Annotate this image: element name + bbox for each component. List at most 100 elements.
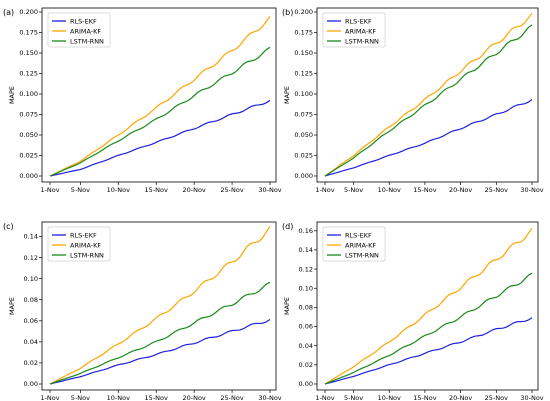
y-tick-label: 0.100 [19, 90, 38, 98]
y-axis-label: MAPE [283, 86, 291, 104]
y-tick-label: 0.075 [294, 111, 313, 119]
y-tick-label: 0.14 [24, 233, 38, 241]
y-tick-label: 0.00 [299, 380, 313, 388]
y-tick-label: 0.050 [294, 131, 313, 139]
x-tick-label: 25-Nov [220, 186, 243, 194]
legend-entry: RLS-EKF [70, 231, 97, 239]
x-tick-label: 5-Nov [344, 186, 363, 194]
x-tick-label: 10-Nov [107, 394, 130, 401]
plot-frame [316, 7, 539, 183]
y-tick-label: 0.04 [299, 342, 313, 350]
x-tick-label: 1-Nov [40, 394, 59, 401]
plot-frame [41, 221, 277, 391]
y-tick-label: 0.150 [294, 49, 313, 57]
y-tick-label: 0.025 [19, 152, 38, 160]
legend-entry: RLS-EKF [70, 17, 97, 25]
x-tick-label: 10-Nov [378, 394, 401, 401]
y-tick-label: 0.175 [294, 29, 313, 37]
y-tick-label: 0.200 [294, 8, 313, 16]
series-line-arima-kf [324, 227, 533, 385]
y-tick-label: 0.12 [299, 265, 313, 273]
y-tick-label: 0.02 [299, 361, 313, 369]
y-tick-label: 0.050 [19, 131, 38, 139]
y-tick-label: 0.08 [299, 304, 313, 312]
x-tick-label: 15-Nov [413, 394, 436, 401]
y-tick-label: 0.175 [19, 29, 38, 37]
y-tick-label: 0.125 [294, 70, 313, 78]
y-tick-label: 0.000 [294, 172, 313, 180]
y-tick-label: 0.08 [24, 296, 38, 304]
x-tick-label: 10-Nov [107, 186, 130, 194]
legend-entry: RLS-EKF [345, 231, 372, 239]
series-line-lstm-rnn [49, 281, 271, 385]
series-line-rls-ekf [324, 317, 533, 385]
x-tick-label: 5-Nov [71, 394, 90, 401]
series-line-lstm-rnn [324, 24, 533, 177]
y-tick-label: 0.16 [299, 227, 313, 235]
y-tick-label: 0.000 [19, 172, 38, 180]
x-tick-label: 25-Nov [485, 394, 508, 401]
x-tick-label: 1-Nov [315, 394, 334, 401]
x-tick-label: 25-Nov [220, 394, 243, 401]
legend-entry: ARIMA-KF [345, 241, 376, 249]
x-tick-label: 30-Nov [520, 394, 543, 401]
legend-entry: LSTM-RNN [70, 251, 104, 259]
x-tick-label: 1-Nov [315, 186, 334, 194]
series-line-rls-ekf [324, 99, 533, 177]
x-tick-label: 25-Nov [485, 186, 508, 194]
plot-frame [316, 221, 539, 391]
legend-entry: LSTM-RNN [345, 37, 379, 45]
y-tick-label: 0.200 [19, 8, 38, 16]
legend-entry: ARIMA-KF [70, 27, 101, 35]
series-line-arima-kf [49, 16, 271, 177]
y-tick-label: 0.100 [294, 90, 313, 98]
y-tick-label: 0.00 [24, 380, 38, 388]
x-tick-label: 15-Nov [145, 394, 168, 401]
y-tick-label: 0.06 [299, 323, 313, 331]
x-tick-label: 20-Nov [449, 394, 472, 401]
series-line-lstm-rnn [324, 272, 533, 385]
plot-frame [41, 7, 277, 183]
chart-panel-3: (c) MAPE 0.00 0.02 0.04 0.06 0.08 0.10 0.12 0.14 1… [3, 221, 282, 401]
x-tick-label: 20-Nov [182, 186, 205, 194]
series-line-arima-kf [49, 225, 271, 385]
x-tick-label: 30-Nov [258, 394, 281, 401]
legend-entry: LSTM-RNN [345, 251, 379, 259]
series-line-rls-ekf [49, 99, 271, 177]
panel-label: (b) [282, 8, 293, 17]
legend-entry: LSTM-RNN [70, 37, 104, 45]
chart-panel-2: (b) MAPE 0.000 0.025 0.050 0.075 0.100 0.125 0.1… [282, 7, 544, 194]
series-line-lstm-rnn [49, 46, 271, 177]
y-tick-label: 0.10 [24, 275, 38, 283]
x-tick-label: 1-Nov [40, 186, 59, 194]
y-axis-label: MAPE [8, 297, 16, 315]
legend-entry: ARIMA-KF [70, 241, 101, 249]
series-line-rls-ekf [49, 319, 271, 385]
x-tick-label: 5-Nov [71, 186, 90, 194]
x-tick-label: 5-Nov [344, 394, 363, 401]
chart-panel-1: (a) MAPE 0.000 0.025 0.050 0.075 0.100 0.125 0.1… [3, 7, 282, 194]
panel-label: (d) [282, 222, 293, 231]
y-tick-label: 0.06 [24, 317, 38, 325]
x-tick-label: 10-Nov [378, 186, 401, 194]
panel-label: (a) [3, 8, 14, 17]
x-tick-label: 30-Nov [520, 186, 543, 194]
x-tick-label: 20-Nov [449, 186, 472, 194]
y-tick-label: 0.02 [24, 359, 38, 367]
y-tick-label: 0.04 [24, 338, 38, 346]
y-axis-label: MAPE [283, 297, 291, 315]
x-tick-label: 15-Nov [413, 186, 436, 194]
y-tick-label: 0.14 [299, 246, 313, 254]
chart-panel-4: (d) MAPE 0.00 0.02 0.04 0.06 0.08 0.10 0.12 0.14 0… [282, 221, 544, 401]
y-tick-label: 0.12 [24, 254, 38, 262]
x-tick-label: 15-Nov [145, 186, 168, 194]
legend-entry: RLS-EKF [345, 17, 372, 25]
y-tick-label: 0.025 [294, 152, 313, 160]
x-tick-label: 20-Nov [182, 394, 205, 401]
series-line-arima-kf [324, 12, 533, 177]
y-axis-label: MAPE [8, 86, 16, 104]
x-tick-label: 30-Nov [258, 186, 281, 194]
y-tick-label: 0.150 [19, 49, 38, 57]
panel-label: (c) [3, 222, 14, 231]
